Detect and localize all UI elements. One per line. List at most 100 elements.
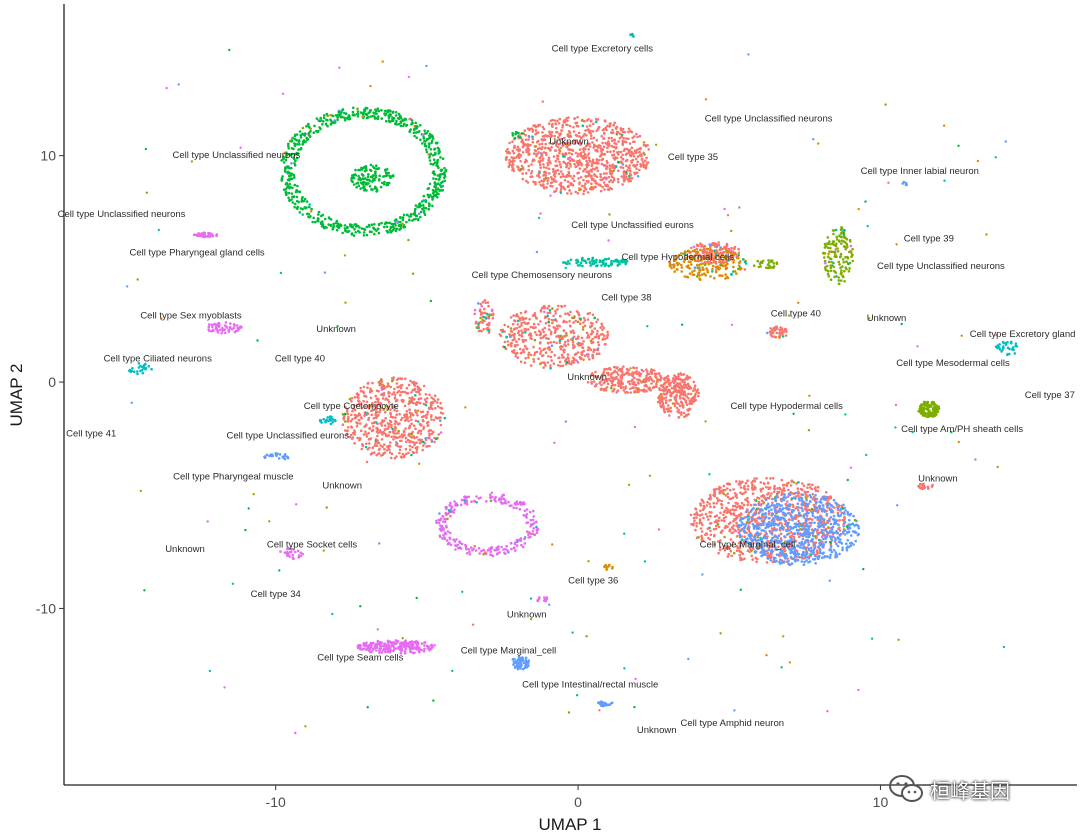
data-point (717, 519, 720, 523)
data-point (363, 394, 367, 398)
data-point (626, 169, 629, 172)
data-point (542, 330, 545, 334)
data-point (787, 481, 790, 485)
data-point (822, 504, 825, 507)
data-point (745, 515, 749, 519)
data-point (778, 521, 782, 525)
data-point (695, 524, 698, 528)
data-point (389, 441, 392, 444)
data-point (764, 552, 767, 556)
data-point (554, 312, 557, 315)
data-point (410, 119, 414, 122)
data-point (284, 158, 288, 162)
data-point (794, 495, 798, 498)
data-point (800, 497, 804, 500)
data-point (809, 553, 812, 556)
data-point (647, 372, 651, 376)
data-point (753, 503, 756, 507)
data-point (422, 440, 425, 444)
data-point (562, 155, 565, 158)
data-point (644, 166, 648, 169)
data-point (821, 556, 824, 559)
data-point (416, 414, 419, 417)
data-point (441, 188, 445, 192)
data-point (541, 125, 545, 129)
data-point (758, 517, 762, 520)
data-point (512, 156, 516, 160)
data-point (538, 143, 541, 146)
data-point (597, 183, 601, 186)
data-point (365, 178, 369, 181)
data-point (563, 136, 566, 140)
data-point (534, 129, 538, 132)
data-point (760, 508, 763, 511)
data-point (375, 112, 378, 115)
data-point (545, 166, 548, 170)
data-point (371, 114, 375, 118)
data-point (838, 509, 842, 512)
data-point (443, 166, 446, 170)
data-point (761, 513, 764, 517)
data-point (643, 144, 647, 147)
data-point (548, 328, 551, 331)
data-point (797, 481, 800, 484)
data-point (395, 218, 398, 221)
data-point (615, 132, 619, 136)
data-point (381, 397, 385, 400)
data-point (383, 451, 387, 454)
data-point (611, 379, 615, 383)
data-point (794, 491, 797, 495)
data-point (609, 122, 612, 125)
data-point (613, 387, 616, 391)
data-point (745, 510, 749, 513)
data-point (819, 542, 823, 545)
data-point (341, 413, 345, 416)
data-point (411, 450, 415, 454)
data-point (373, 223, 376, 226)
data-point (622, 175, 625, 179)
data-point (369, 396, 373, 400)
data-point (392, 228, 395, 231)
data-point (620, 386, 623, 390)
data-point (582, 150, 585, 154)
data-point (525, 179, 528, 183)
data-point (556, 131, 559, 134)
data-point (414, 410, 417, 413)
data-point (777, 509, 781, 512)
data-point (473, 545, 477, 548)
data-point (833, 548, 836, 552)
data-point (435, 437, 438, 441)
data-point (351, 436, 355, 439)
data-point (528, 333, 531, 337)
data-point (627, 137, 630, 141)
data-point (367, 116, 370, 119)
data-point (648, 375, 652, 379)
data-point (424, 199, 428, 202)
data-point (560, 185, 563, 189)
data-point (514, 314, 518, 318)
data-point (426, 130, 430, 133)
data-point (634, 383, 638, 387)
data-point (811, 518, 814, 521)
data-point (287, 144, 290, 148)
data-point (751, 522, 755, 526)
data-point (438, 175, 442, 179)
data-point (284, 190, 288, 194)
data-point (611, 154, 614, 157)
data-point (567, 357, 570, 360)
data-point (680, 389, 684, 393)
data-point (539, 336, 543, 340)
data-point (369, 109, 372, 112)
data-point (765, 532, 768, 535)
data-point (661, 389, 664, 392)
data-point (551, 321, 554, 325)
data-point (805, 514, 809, 517)
data-point (645, 368, 648, 372)
data-point (350, 425, 353, 429)
data-point (792, 525, 796, 529)
data-point (384, 109, 387, 113)
data-point (518, 318, 522, 322)
data-point (580, 336, 584, 340)
data-point (298, 130, 302, 133)
data-point (541, 354, 545, 357)
